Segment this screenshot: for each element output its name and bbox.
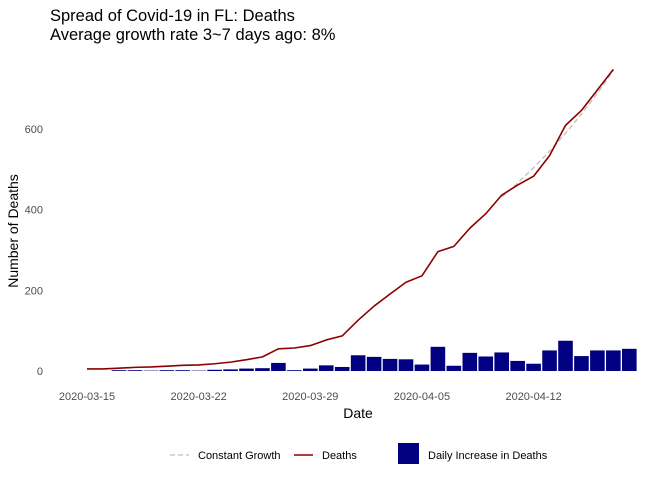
bar-2020-03-28 bbox=[287, 370, 302, 371]
bar-2020-04-10 bbox=[494, 352, 509, 371]
y-tick-label: 400 bbox=[25, 205, 43, 217]
bar-2020-04-15 bbox=[574, 356, 589, 371]
chart-subtitle: Average growth rate 3~7 days ago: 8% bbox=[50, 26, 336, 44]
bars-layer bbox=[111, 340, 637, 371]
bar-2020-04-18 bbox=[622, 348, 637, 371]
x-tick-label: 2020-03-29 bbox=[282, 391, 338, 403]
legend: Constant Growth Deaths Daily Increase in… bbox=[170, 443, 548, 464]
y-tick-label: 600 bbox=[25, 124, 43, 136]
bar-2020-04-09 bbox=[478, 356, 494, 371]
y-tick-labels: 0 200 400 600 bbox=[25, 124, 43, 378]
x-tick-label: 2020-04-05 bbox=[394, 391, 450, 403]
legend-label-constant-growth: Constant Growth bbox=[198, 450, 281, 462]
y-tick-label: 0 bbox=[37, 366, 43, 378]
constant-growth-line bbox=[501, 70, 614, 198]
x-tick-label: 2020-04-12 bbox=[505, 391, 561, 403]
y-tick-label: 200 bbox=[25, 285, 43, 297]
bar-2020-04-12 bbox=[526, 363, 541, 371]
bar-2020-04-06 bbox=[430, 346, 446, 371]
x-tick-label: 2020-03-22 bbox=[171, 391, 227, 403]
bar-2020-04-04 bbox=[398, 359, 414, 371]
legend-key-daily-increase bbox=[398, 443, 419, 464]
x-axis-title: Date bbox=[343, 405, 373, 421]
bar-2020-03-18 bbox=[127, 370, 143, 371]
bar-2020-04-11 bbox=[510, 360, 525, 371]
bar-2020-03-26 bbox=[255, 368, 270, 371]
lines-layer bbox=[87, 68, 614, 370]
bar-2020-03-25 bbox=[239, 368, 254, 371]
bar-2020-04-03 bbox=[382, 358, 398, 371]
y-axis-title: Number of Deaths bbox=[5, 174, 21, 288]
bar-2020-03-29 bbox=[303, 368, 318, 371]
chart-title: Spread of Covid-19 in FL: Deaths bbox=[50, 7, 295, 25]
bar-2020-04-16 bbox=[590, 350, 605, 371]
bar-2020-03-31 bbox=[334, 366, 350, 371]
bar-2020-04-13 bbox=[542, 350, 557, 371]
bar-2020-03-21 bbox=[175, 370, 190, 371]
x-tick-labels: 2020-03-15 2020-03-22 2020-03-29 2020-04-05… bbox=[59, 391, 562, 403]
bar-2020-04-08 bbox=[462, 352, 478, 371]
bar-2020-04-05 bbox=[414, 364, 430, 371]
bar-2020-04-14 bbox=[558, 340, 573, 371]
bar-2020-03-24 bbox=[223, 369, 238, 371]
x-tick-label: 2020-03-15 bbox=[59, 391, 115, 403]
bar-2020-04-02 bbox=[366, 356, 382, 371]
bar-2020-03-23 bbox=[207, 369, 222, 371]
legend-label-daily-increase: Daily Increase in Deaths bbox=[428, 450, 548, 462]
legend-label-deaths: Deaths bbox=[322, 450, 357, 462]
bar-2020-03-17 bbox=[111, 370, 127, 371]
bar-2020-03-27 bbox=[271, 362, 286, 371]
bar-2020-04-07 bbox=[446, 365, 462, 371]
deaths-line bbox=[87, 68, 614, 370]
bar-2020-03-20 bbox=[159, 370, 175, 371]
bar-2020-03-30 bbox=[318, 365, 334, 371]
bar-2020-04-17 bbox=[606, 350, 621, 371]
bar-2020-04-01 bbox=[350, 355, 366, 371]
